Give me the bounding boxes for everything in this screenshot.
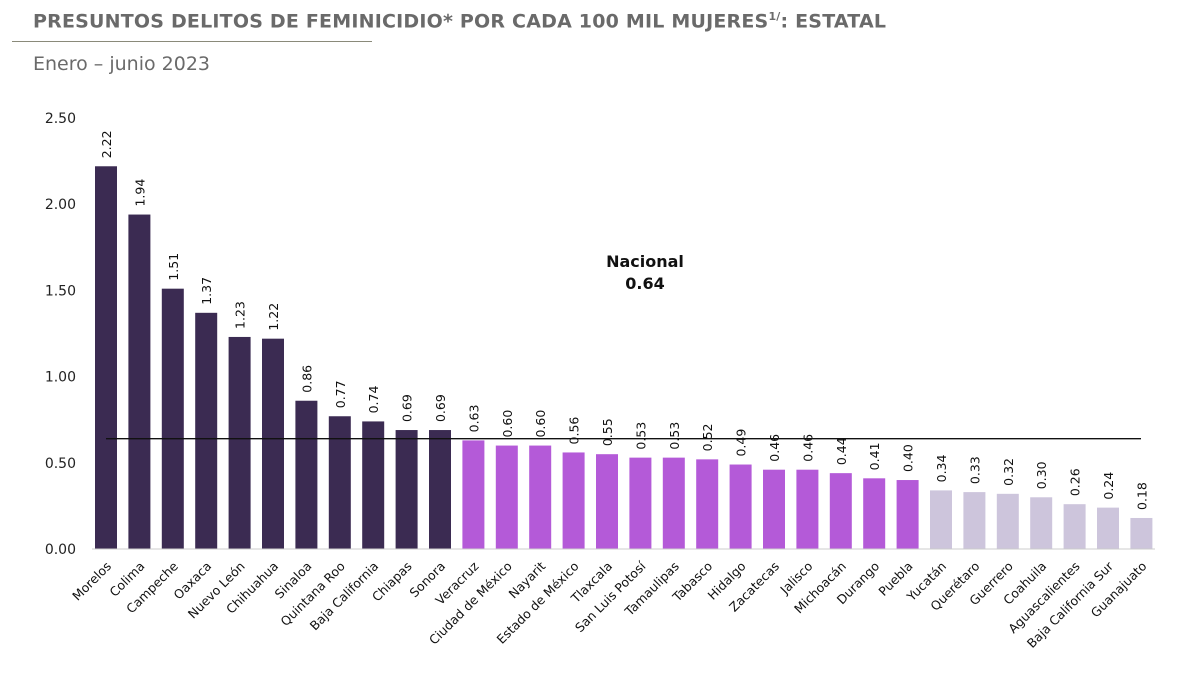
data-label: 0.74 (366, 386, 381, 414)
data-label: 0.69 (433, 394, 448, 422)
data-label: 1.37 (199, 277, 214, 305)
bar-coahuila (1030, 497, 1053, 549)
data-label: 1.22 (266, 303, 281, 331)
y-tick-label: 0.50 (45, 456, 76, 472)
bar-chihuahua (262, 338, 284, 549)
y-tick-label: 0.00 (45, 542, 76, 558)
bar-san-luis-potosí (629, 457, 652, 549)
data-label: 0.69 (400, 394, 415, 422)
y-tick-label: 2.00 (45, 197, 76, 213)
y-tick-label: 1.50 (45, 283, 76, 299)
data-label: 0.60 (500, 410, 515, 438)
data-label: 0.77 (333, 380, 348, 408)
data-label: 0.30 (1034, 461, 1049, 489)
data-label: 0.34 (934, 455, 949, 483)
bar-morelos (95, 166, 117, 549)
bar-campeche (161, 288, 184, 549)
data-label: 0.32 (1001, 458, 1016, 486)
bar-quintana-roo (328, 416, 351, 549)
data-label: 0.24 (1101, 472, 1116, 500)
bar-puebla (896, 480, 919, 549)
data-label: 0.53 (633, 422, 648, 450)
chart-title: PRESUNTOS DELITOS DE FEMINICIDIO* POR CA… (33, 10, 887, 33)
data-label: 1.23 (233, 301, 248, 329)
data-label: 0.18 (1134, 482, 1149, 510)
bar-nuevo-león (228, 336, 251, 549)
reference-line-label: Nacional (606, 252, 684, 271)
bar-baja-california (362, 421, 385, 549)
data-label: 0.56 (567, 417, 582, 445)
data-label: 0.63 (466, 405, 481, 433)
bar-zacatecas (763, 469, 785, 549)
y-tick-label: 2.50 (45, 111, 76, 127)
bar-sonora (429, 430, 451, 549)
bar-guanajuato (1130, 517, 1153, 549)
data-label: 0.41 (867, 442, 882, 470)
bar-sinaloa (295, 400, 318, 549)
bar-colima (128, 214, 151, 549)
bar-tamaulipas (662, 457, 685, 549)
x-tick-label: Morelos (69, 559, 114, 604)
title-underline (12, 41, 372, 42)
bar-oaxaca (195, 312, 218, 549)
data-label: 0.53 (667, 422, 682, 450)
bar-querétaro (963, 492, 986, 549)
bar-estado-de-méxico (562, 452, 585, 549)
bar-durango (863, 478, 886, 549)
bar-baja-california-sur (1097, 507, 1119, 549)
bar-jalisco (796, 469, 819, 549)
data-label: 0.40 (901, 444, 916, 472)
bar-ciudad-de-méxico (495, 445, 518, 549)
y-tick-label: 1.00 (45, 370, 76, 386)
data-label: 0.55 (600, 418, 615, 446)
bar-yucatán (930, 490, 952, 549)
data-label: 0.52 (700, 424, 715, 452)
bar-veracruz (462, 440, 485, 549)
data-label: 1.51 (166, 253, 181, 281)
bar-michoacán (829, 473, 852, 549)
data-label: 0.60 (533, 410, 548, 438)
data-label: 0.46 (800, 434, 815, 462)
data-label: 0.49 (734, 429, 749, 457)
bar-chiapas (395, 430, 418, 549)
bar-guerrero (996, 493, 1019, 549)
bar-tabasco (696, 459, 719, 549)
bar-tlaxcala (596, 454, 618, 549)
reference-line-value: 0.64 (625, 274, 664, 293)
data-label: 0.86 (299, 365, 314, 393)
bar-aguascalientes (1063, 504, 1086, 549)
data-label: 2.22 (99, 130, 114, 158)
data-label: 0.46 (767, 434, 782, 462)
bar-nayarit (529, 445, 552, 549)
data-label: 0.44 (834, 437, 849, 465)
bar-hidalgo (729, 464, 752, 549)
data-label: 1.94 (132, 179, 147, 207)
data-label: 0.26 (1068, 468, 1083, 496)
data-label: 0.33 (967, 456, 982, 484)
chart-subtitle: Enero – junio 2023 (33, 53, 210, 75)
